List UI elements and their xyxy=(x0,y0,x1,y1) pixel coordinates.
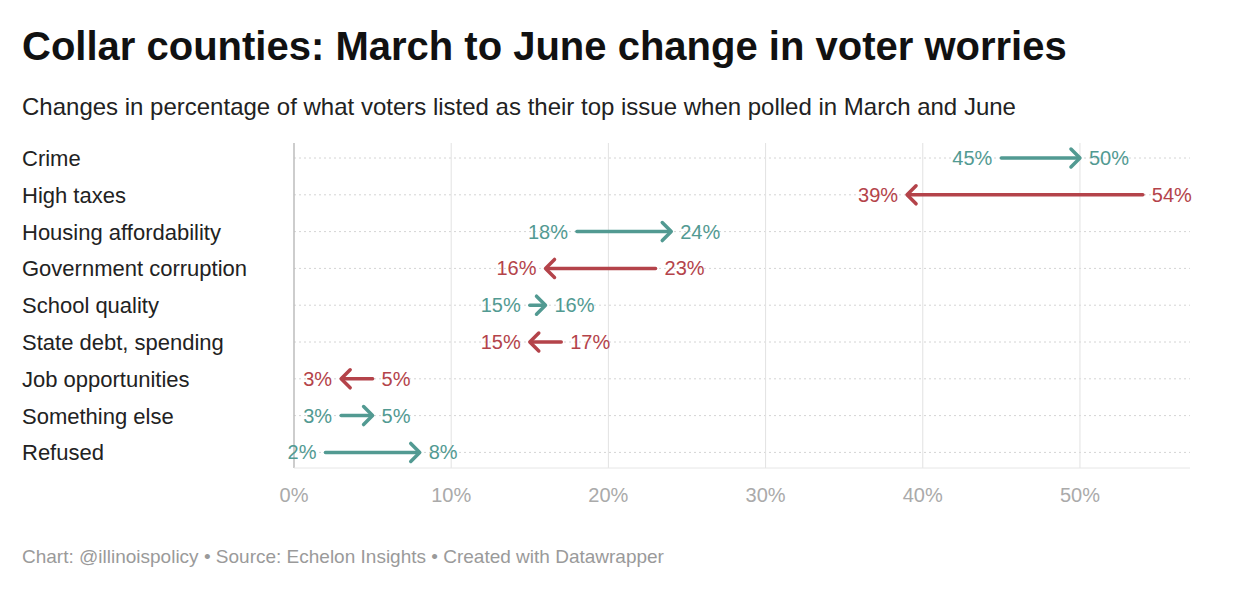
start-label: 18% xyxy=(528,221,568,243)
arrow xyxy=(1001,149,1080,167)
arrow-head xyxy=(341,370,350,388)
tick-label: 50% xyxy=(1060,484,1100,506)
tick-label: 0% xyxy=(280,484,309,506)
start-label: 3% xyxy=(303,405,332,427)
category-label: Government corruption xyxy=(22,256,247,281)
tick-label: 30% xyxy=(746,484,786,506)
arrow-head xyxy=(1071,149,1080,167)
arrow-shaft xyxy=(325,451,416,455)
arrow xyxy=(325,443,419,461)
arrow xyxy=(546,259,656,277)
grid-line xyxy=(765,143,766,468)
x-axis-line xyxy=(294,468,1190,469)
arrow-head xyxy=(662,223,671,241)
start-label: 17% xyxy=(570,331,610,353)
row-line xyxy=(294,415,1190,416)
start-label: 45% xyxy=(952,147,992,169)
row-line xyxy=(294,158,1190,159)
data-labels: 45% 50% 54% 39% 18% 24% 23% 16% 15% 16% 17% 15% 5% 3%… xyxy=(288,147,1193,463)
arrow xyxy=(341,370,372,388)
arrow-head xyxy=(546,259,555,277)
category-label: Job opportunities xyxy=(22,367,190,392)
arrow-shaft xyxy=(1001,156,1077,160)
end-label: 8% xyxy=(429,441,458,463)
arrow xyxy=(907,186,1143,204)
arrow-shaft xyxy=(533,340,561,344)
arrow-shaft xyxy=(530,303,543,307)
subtitle: Changes in percentage of what voters lis… xyxy=(22,93,1016,120)
category-label: High taxes xyxy=(22,183,126,208)
category-label: Crime xyxy=(22,146,81,171)
tick-label: 40% xyxy=(903,484,943,506)
end-label: 16% xyxy=(555,294,595,316)
marks xyxy=(325,149,1142,461)
category-label: Something else xyxy=(22,404,174,429)
grid-line xyxy=(1079,143,1080,468)
start-label: 15% xyxy=(481,294,521,316)
start-label: 5% xyxy=(382,368,411,390)
grid-line xyxy=(922,143,923,468)
title: Collar counties: March to June change in… xyxy=(22,24,1067,68)
category-label: Housing affordability xyxy=(22,220,221,245)
chart: Collar counties: March to June change in… xyxy=(0,0,1240,590)
grid-line xyxy=(451,143,452,468)
end-label: 39% xyxy=(858,184,898,206)
end-label: 24% xyxy=(680,221,720,243)
arrow-shaft xyxy=(341,414,369,418)
tick-label: 20% xyxy=(588,484,628,506)
category-label: Refused xyxy=(22,440,104,465)
arrow-head xyxy=(364,407,373,425)
row-line xyxy=(294,194,1190,195)
arrow-shaft xyxy=(577,230,668,234)
end-label: 16% xyxy=(496,257,536,279)
category-label: School quality xyxy=(22,293,159,318)
arrow xyxy=(577,223,671,241)
end-label: 15% xyxy=(481,331,521,353)
caption: Chart: @illinoispolicy • Source: Echelon… xyxy=(22,546,665,567)
end-label: 50% xyxy=(1089,147,1129,169)
end-label: 3% xyxy=(303,368,332,390)
arrow-head xyxy=(907,186,916,204)
arrow-head xyxy=(411,443,420,461)
arrow xyxy=(530,296,546,314)
start-label: 54% xyxy=(1152,184,1192,206)
grid-line xyxy=(293,143,295,468)
arrow xyxy=(341,407,372,425)
tick-label: 10% xyxy=(431,484,471,506)
start-label: 23% xyxy=(665,257,705,279)
arrow-head xyxy=(537,296,546,314)
grid-line xyxy=(608,143,609,468)
row-line xyxy=(294,342,1190,343)
start-label: 2% xyxy=(288,441,317,463)
arrow-shaft xyxy=(910,193,1143,197)
row-line xyxy=(294,305,1190,306)
arrow-shaft xyxy=(344,377,372,381)
arrow-shaft xyxy=(549,267,656,271)
arrow xyxy=(530,333,561,351)
row-line xyxy=(294,378,1190,379)
end-label: 5% xyxy=(382,405,411,427)
row-line xyxy=(294,268,1190,269)
arrow-head xyxy=(530,333,539,351)
category-label: State debt, spending xyxy=(22,330,224,355)
row-line xyxy=(294,231,1190,232)
